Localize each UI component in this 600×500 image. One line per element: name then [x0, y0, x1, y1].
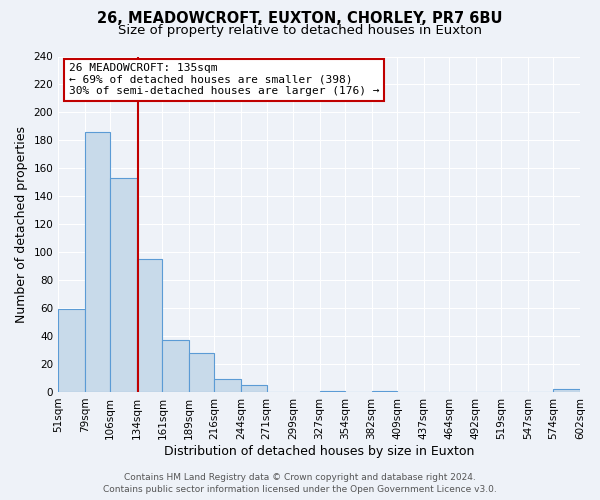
- Bar: [163, 340, 189, 392]
- Y-axis label: Number of detached properties: Number of detached properties: [15, 126, 28, 322]
- Bar: [214, 380, 241, 392]
- Text: 26 MEADOWCROFT: 135sqm
← 69% of detached houses are smaller (398)
30% of semi-de: 26 MEADOWCROFT: 135sqm ← 69% of detached…: [68, 63, 379, 96]
- Bar: [241, 385, 266, 392]
- Bar: [110, 178, 137, 392]
- Bar: [320, 390, 345, 392]
- Text: Contains HM Land Registry data © Crown copyright and database right 2024.
Contai: Contains HM Land Registry data © Crown c…: [103, 472, 497, 494]
- Text: Size of property relative to detached houses in Euxton: Size of property relative to detached ho…: [118, 24, 482, 37]
- Bar: [189, 353, 214, 392]
- Text: 26, MEADOWCROFT, EUXTON, CHORLEY, PR7 6BU: 26, MEADOWCROFT, EUXTON, CHORLEY, PR7 6B…: [97, 11, 503, 26]
- X-axis label: Distribution of detached houses by size in Euxton: Distribution of detached houses by size …: [164, 444, 474, 458]
- Bar: [371, 390, 397, 392]
- Bar: [58, 310, 85, 392]
- Bar: [553, 389, 580, 392]
- Bar: [85, 132, 110, 392]
- Bar: [137, 259, 163, 392]
